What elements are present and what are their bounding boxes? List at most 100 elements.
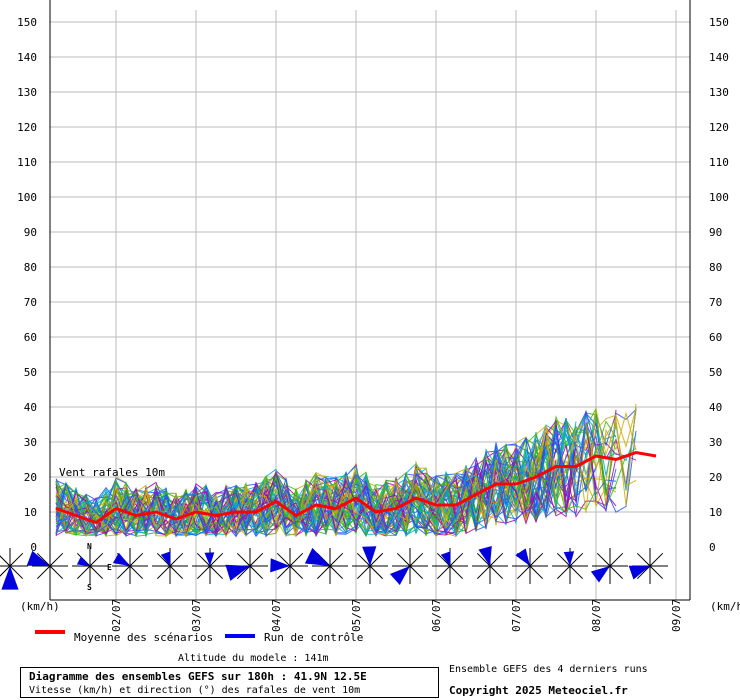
x-tick-label: 02/07 <box>110 599 123 632</box>
wind-rose-spoke <box>196 565 211 580</box>
y-tick-label-right: 0 <box>709 541 716 554</box>
wind-rose-spoke <box>249 565 264 580</box>
altitude-label: Altitude du modele : 141m <box>178 653 329 664</box>
y-tick-label-right: 100 <box>709 191 729 204</box>
y-tick-label-right: 130 <box>709 86 729 99</box>
wind-rose-spoke <box>649 565 664 580</box>
wind-rose-spoke <box>556 552 571 567</box>
wind-rose-spoke <box>516 565 531 580</box>
wind-rose-spoke <box>476 565 491 580</box>
footer-title: Diagramme des ensembles GEFS sur 180h : … <box>29 670 367 683</box>
wind-rose <box>628 548 668 584</box>
y-tick-label-left: 100 <box>17 191 37 204</box>
y-tick-label-left: 50 <box>24 366 37 379</box>
y-tick-label-right: 20 <box>709 471 722 484</box>
wind-rose-spoke <box>329 565 344 580</box>
wind-rose-spoke <box>436 565 451 580</box>
wind-rose-petal <box>270 558 290 573</box>
wind-rose-spoke <box>156 565 171 580</box>
y-tick-label-left: 80 <box>24 261 37 274</box>
ensemble-member-line <box>55 426 597 536</box>
wind-rose-petal <box>160 551 171 566</box>
x-tick-label: 05/07 <box>350 599 363 632</box>
y-tick-label-right: 140 <box>709 51 729 64</box>
y-tick-label-left: 10 <box>24 506 37 519</box>
legend-mean-swatch <box>35 630 65 634</box>
wind-rose-petal <box>362 546 377 566</box>
y-tick-label-left: 0 <box>30 541 37 554</box>
wind-rose <box>552 548 588 584</box>
wind-rose-spoke <box>436 552 451 567</box>
wind-rose <box>270 548 308 584</box>
y-unit-left: (km/h) <box>20 600 60 613</box>
ensemble-member-line <box>55 467 557 537</box>
wind-rose-spoke <box>169 552 184 567</box>
y-tick-label-right: 80 <box>709 261 722 274</box>
wind-rose-spoke <box>129 565 144 580</box>
y-tick-label-right: 50 <box>709 366 722 379</box>
wind-rose <box>472 546 508 584</box>
wind-rose <box>26 548 68 584</box>
wind-rose <box>590 548 628 584</box>
wind-rose-spoke <box>609 552 624 567</box>
wind-rose <box>512 548 548 584</box>
wind-rose <box>152 548 188 584</box>
legend-control-swatch <box>225 634 255 638</box>
x-tick-label: 06/07 <box>430 599 443 632</box>
x-tick-label: 08/07 <box>590 599 603 632</box>
wind-rose-spoke <box>369 552 384 567</box>
wind-rose <box>389 548 428 585</box>
wind-rose-petal <box>440 551 451 566</box>
wind-rose-spoke <box>236 552 251 567</box>
wind-rose <box>432 548 468 584</box>
y-tick-label-left: 120 <box>17 121 37 134</box>
legend-mean-label: Moyenne des scénarios <box>74 631 213 644</box>
wind-rose-spoke <box>89 552 104 567</box>
wind-rose-spoke <box>36 565 51 580</box>
y-tick-label-left: 30 <box>24 436 37 449</box>
wind-rose-petal <box>26 550 50 566</box>
wind-rose-spoke <box>209 552 224 567</box>
wind-rose-petal <box>515 548 530 566</box>
wind-rose-petal <box>590 566 610 583</box>
wind-rose-spoke <box>449 552 464 567</box>
legend-control-label: Run de contrôle <box>264 631 363 644</box>
y-tick-label-left: 130 <box>17 86 37 99</box>
wind-rose-spoke <box>49 565 64 580</box>
compass-south-label: S <box>87 583 92 592</box>
y-tick-label-right: 30 <box>709 436 722 449</box>
y-tick-label-left: 90 <box>24 226 37 239</box>
wind-rose-spoke <box>196 552 211 567</box>
ensemble-member-line <box>55 432 557 537</box>
wind-rose-spoke <box>36 552 51 567</box>
y-tick-label-left: 70 <box>24 296 37 309</box>
wind-rose-petal <box>478 546 492 566</box>
copyright: Copyright 2025 Meteociel.fr <box>449 684 628 697</box>
wind-rose-spoke <box>76 565 91 580</box>
wind-rose-spoke <box>89 565 104 580</box>
ensemble-member-line <box>55 441 577 537</box>
wind-rose-spoke <box>356 552 371 567</box>
y-tick-label-left: 140 <box>17 51 37 64</box>
wind-rose-spoke <box>129 552 144 567</box>
wind-rose-spoke <box>276 552 291 567</box>
wind-rose-spoke <box>529 552 544 567</box>
ensemble-member-line <box>55 403 637 538</box>
wind-rose-spoke <box>409 552 424 567</box>
x-tick-label: 04/07 <box>270 599 283 632</box>
wind-rose-spoke <box>569 565 584 580</box>
gefs-ensemble-chart: 0 0 10 10 20 20 30 30 40 40 50 50 60 60 70 70 80 80 90 90 10… <box>0 0 740 644</box>
wind-rose-spoke <box>396 552 411 567</box>
y-tick-label-right: 60 <box>709 331 722 344</box>
compass-east-label: E <box>107 563 112 572</box>
wind-rose-spoke <box>489 565 504 580</box>
wind-rose-petal <box>76 556 90 566</box>
wind-rose-spoke <box>476 552 491 567</box>
wind-rose-spoke <box>0 555 11 567</box>
wind-rose-spoke <box>556 565 571 580</box>
chart-axes <box>49 0 691 601</box>
wind-rose-petal <box>204 552 215 566</box>
x-tick-label: 09/07 <box>670 599 683 632</box>
x-tick-label: 03/07 <box>190 599 203 632</box>
x-tick-label: 07/07 <box>510 599 523 632</box>
